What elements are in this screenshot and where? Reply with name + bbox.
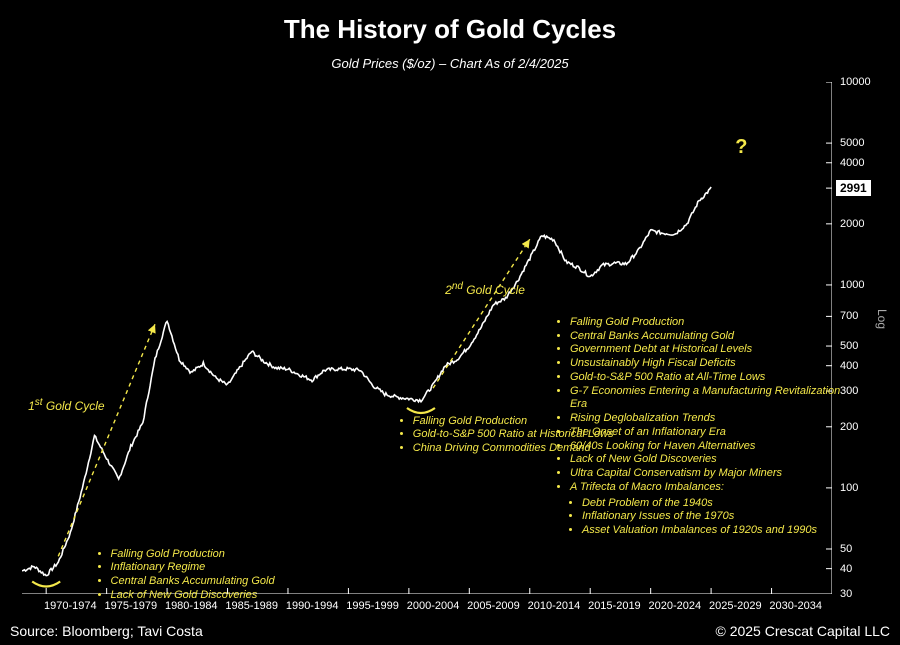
x-tick-label: 1995-1999 xyxy=(346,600,399,612)
current-value-flag: 2991 xyxy=(836,180,871,196)
copyright-text: © 2025 Crescat Capital LLC xyxy=(715,623,890,639)
x-tick-label: 2025-2029 xyxy=(709,600,762,612)
x-tick-label: 2000-2004 xyxy=(407,600,460,612)
x-tick-label: 2010-2014 xyxy=(528,600,581,612)
y-tick-label: 30 xyxy=(840,588,852,600)
x-tick-label: 2015-2019 xyxy=(588,600,641,612)
chart-subtitle: Gold Prices ($/oz) – Chart As of 2/4/202… xyxy=(0,56,900,71)
y-axis-label: Log xyxy=(875,309,889,329)
x-tick-label: 2005-2009 xyxy=(467,600,520,612)
y-tick-label: 4000 xyxy=(840,157,864,169)
y-tick-label: 40 xyxy=(840,563,852,575)
question-mark: ? xyxy=(735,136,747,159)
chart-title: The History of Gold Cycles xyxy=(0,14,900,45)
cycle1-label: 1st Gold Cycle xyxy=(28,397,105,413)
annotation-cycle3: Falling Gold ProductionCentral Banks Acc… xyxy=(554,314,844,538)
x-tick-label: 2030-2034 xyxy=(769,600,822,612)
cycle2-label: 2nd Gold Cycle xyxy=(445,281,525,297)
chart-root: The History of Gold Cycles Gold Prices (… xyxy=(0,0,900,645)
x-tick-label: 2020-2024 xyxy=(649,600,702,612)
source-text: Source: Bloomberg; Tavi Costa xyxy=(10,623,203,639)
annotation-cycle1: Falling Gold ProductionInflationary Regi… xyxy=(95,546,315,603)
y-tick-label: 2000 xyxy=(840,218,864,230)
y-tick-label: 5000 xyxy=(840,137,864,149)
y-tick-label: 50 xyxy=(840,543,852,555)
y-tick-label: 10000 xyxy=(840,76,871,88)
x-tick-label: 1970-1974 xyxy=(44,600,97,612)
y-tick-label: 1000 xyxy=(840,279,864,291)
